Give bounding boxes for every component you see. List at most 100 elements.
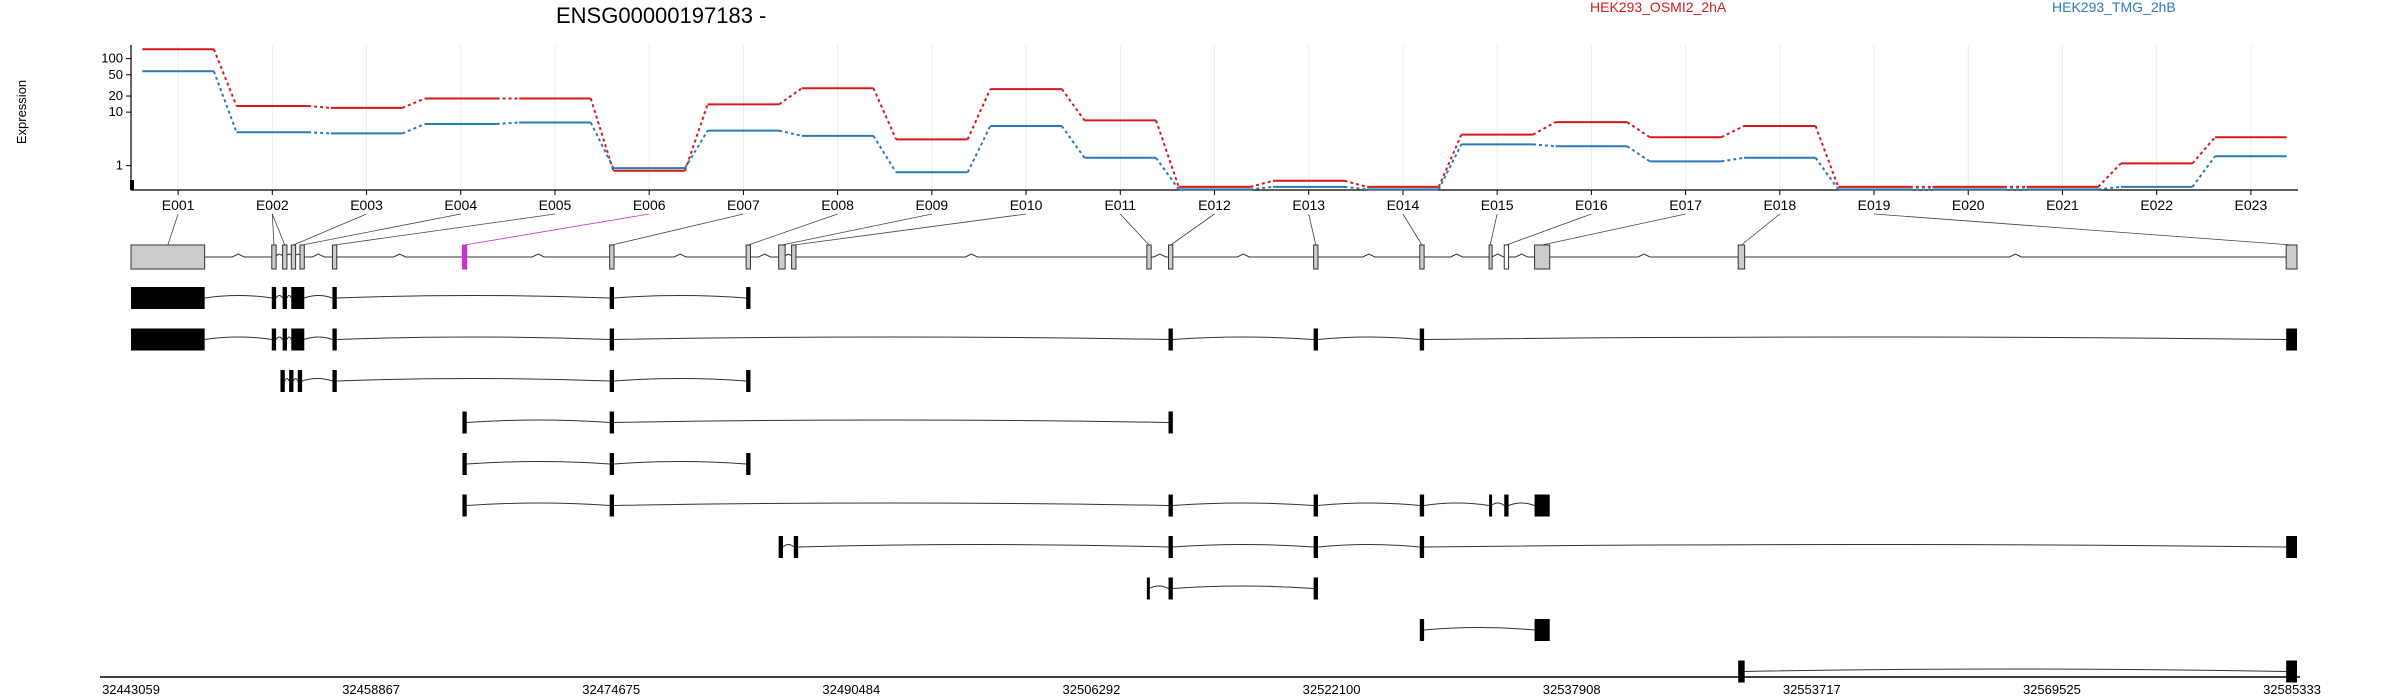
series-connector bbox=[589, 122, 615, 169]
exon-label: E001 bbox=[162, 197, 195, 213]
transcript-exon bbox=[291, 328, 305, 351]
transcript-exon bbox=[2286, 660, 2297, 683]
transcript-model bbox=[280, 370, 751, 392]
series-connector bbox=[872, 135, 897, 173]
exon-mapping-line bbox=[1489, 213, 1498, 246]
transcript-model bbox=[462, 453, 751, 475]
transcript-intron bbox=[1172, 585, 1314, 589]
coordinate-label: 32569525 bbox=[2023, 682, 2081, 697]
transcript-intron bbox=[284, 378, 290, 382]
series-connector bbox=[1344, 185, 1368, 191]
series-connector bbox=[1626, 121, 1651, 139]
series-connector bbox=[1626, 145, 1651, 163]
series-connector bbox=[778, 129, 803, 137]
series-connector bbox=[1814, 157, 1840, 190]
transcript-intron bbox=[466, 502, 610, 506]
exon-mapping-line bbox=[611, 213, 744, 246]
transcript-exon bbox=[462, 494, 467, 517]
exon-mapping-line bbox=[793, 213, 1027, 246]
series-connector bbox=[496, 121, 520, 125]
exon-mapping-line bbox=[1506, 213, 1592, 246]
transcript-intron bbox=[1424, 502, 1490, 506]
series-connector bbox=[1155, 120, 1180, 188]
series-connector bbox=[1814, 125, 1840, 188]
exon-mapping-line bbox=[167, 213, 179, 246]
gene-exon bbox=[1503, 244, 1510, 270]
transcript-exon bbox=[609, 453, 615, 475]
exon-mapping-line bbox=[1542, 213, 1686, 246]
series-connector bbox=[401, 97, 426, 109]
transcript-intron bbox=[614, 419, 1169, 423]
series-connector bbox=[2191, 136, 2216, 165]
exon-label: E018 bbox=[1763, 197, 1796, 213]
gene-exon bbox=[1737, 244, 1746, 270]
series-connector bbox=[1720, 125, 1745, 139]
exon-label: E004 bbox=[444, 197, 477, 213]
legend-series-b: HEK293_TMG_2hB bbox=[2052, 0, 2176, 15]
series-connector bbox=[1721, 156, 1745, 163]
exon-mapping-line bbox=[271, 213, 286, 246]
transcript-intron bbox=[613, 378, 747, 382]
transcript-intron bbox=[336, 378, 610, 382]
transcript-model bbox=[462, 411, 1173, 434]
gene-intron bbox=[1317, 253, 1420, 258]
transcript-exon bbox=[1168, 494, 1173, 517]
series-connector bbox=[2191, 155, 2216, 188]
exon-label: E013 bbox=[1292, 197, 1325, 213]
axis-corner-mark bbox=[130, 180, 134, 190]
exon-mapping-line bbox=[1873, 213, 2292, 246]
gene-exon bbox=[1313, 244, 1319, 270]
transcript-intron bbox=[336, 336, 610, 340]
series-connector bbox=[872, 87, 897, 140]
transcript-intron bbox=[275, 295, 284, 299]
exon-mapping-line bbox=[302, 213, 461, 246]
gene-exon bbox=[271, 244, 277, 270]
transcript-intron bbox=[1172, 502, 1314, 506]
gene-model bbox=[130, 244, 2298, 270]
transcript-exon bbox=[2286, 536, 2297, 558]
transcript-intron bbox=[1490, 502, 1505, 506]
gene-exon bbox=[2285, 244, 2298, 270]
series-connector bbox=[1344, 179, 1368, 188]
transcript-exon bbox=[297, 370, 303, 392]
transcript-models bbox=[131, 287, 2297, 683]
transcript-intron bbox=[1424, 336, 2287, 340]
gene-intron bbox=[466, 253, 610, 258]
exon-mapping-line bbox=[1308, 213, 1317, 246]
exon-label: E017 bbox=[1669, 197, 1702, 213]
y-tick-label: 100 bbox=[101, 51, 123, 66]
transcript-exon bbox=[282, 287, 287, 309]
transcript-exon bbox=[793, 536, 799, 558]
transcript-exon bbox=[1168, 411, 1173, 434]
gene-exon bbox=[130, 244, 206, 270]
exon-label: E002 bbox=[256, 197, 289, 213]
series-connector bbox=[1532, 143, 1556, 148]
series-connector bbox=[401, 123, 426, 135]
coordinate-label: 32443059 bbox=[102, 682, 160, 697]
transcript-exon bbox=[1419, 536, 1425, 558]
series-connector bbox=[1437, 143, 1463, 190]
transcript-intron bbox=[782, 544, 795, 548]
transcript-exon bbox=[1146, 577, 1150, 600]
exon-mapping-line bbox=[1741, 213, 1781, 246]
transcript-exon bbox=[609, 287, 615, 309]
exon-mapping-line bbox=[1402, 213, 1423, 246]
transcript-model bbox=[1738, 660, 2297, 683]
gene-exon bbox=[791, 244, 797, 270]
transcript-exon bbox=[271, 287, 277, 309]
transcript-exon bbox=[332, 328, 337, 351]
series-connector bbox=[1250, 179, 1274, 188]
exon-label: E023 bbox=[2235, 197, 2268, 213]
transcript-exon bbox=[1168, 328, 1173, 351]
gene-intron bbox=[795, 253, 1147, 258]
transcript-exon bbox=[1419, 494, 1425, 517]
series-connector bbox=[2098, 185, 2121, 191]
gene-exon bbox=[1488, 244, 1493, 270]
y-tick-label: 1 bbox=[116, 158, 123, 173]
transcript-intron bbox=[286, 295, 292, 299]
exon-label: E010 bbox=[1010, 197, 1043, 213]
series-connector bbox=[1532, 121, 1557, 136]
coordinate-label: 32474675 bbox=[582, 682, 640, 697]
transcript-intron bbox=[275, 336, 284, 340]
gene-intron bbox=[204, 253, 272, 258]
